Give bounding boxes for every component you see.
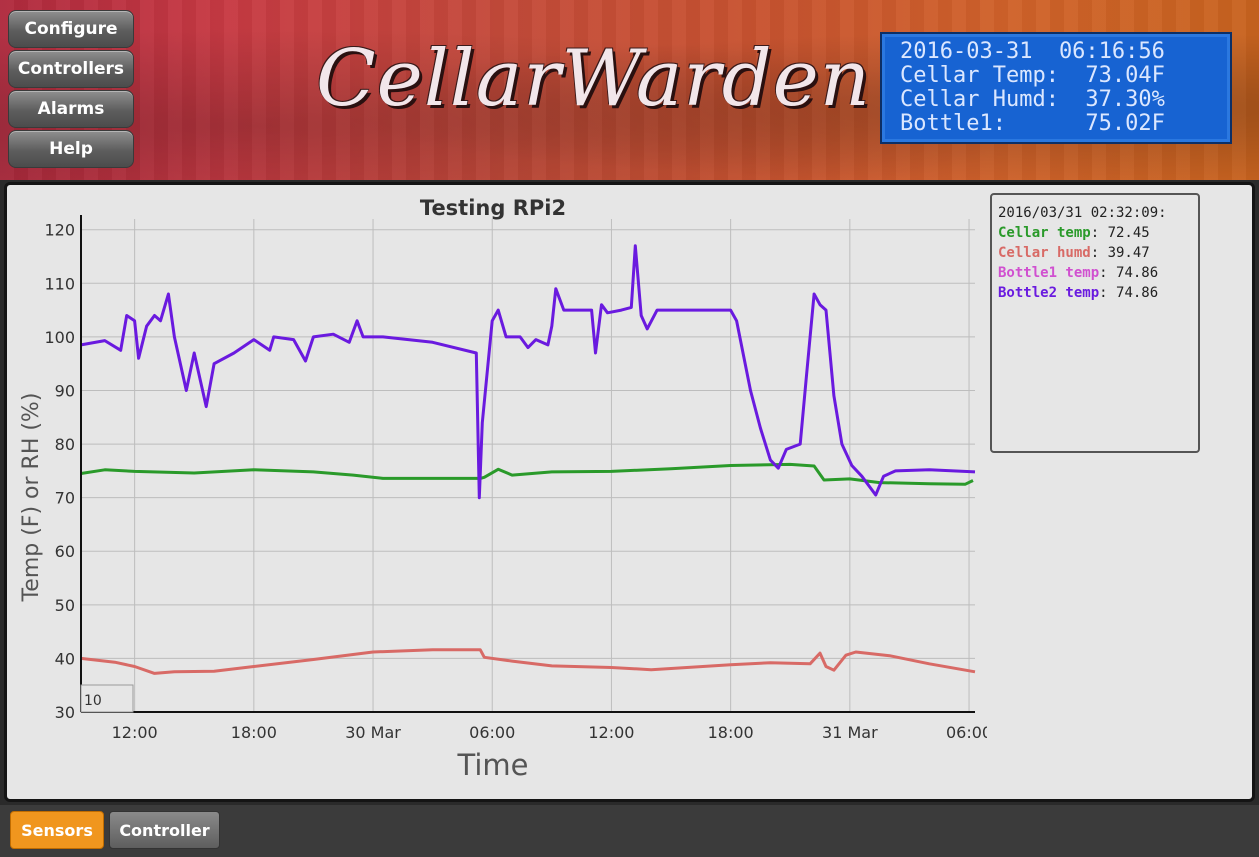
- y-tick-label: 60: [55, 542, 75, 561]
- alarms-button[interactable]: Alarms: [8, 90, 134, 128]
- legend-entry-bottle1-temp: Bottle1 temp: 74.86: [998, 265, 1159, 281]
- series-line-bottle2-temp: [80, 244, 976, 500]
- legend-value: 72.45: [1107, 225, 1150, 241]
- main-panel: Testing RPi2 30 40 50 60 70 80 90 100 110 120 12:0…: [4, 182, 1255, 802]
- chart-y-axis-label: Temp (F) or RH (%): [19, 393, 44, 603]
- x-tick-label: 31 Mar: [822, 723, 878, 742]
- chart-title: Testing RPi2: [420, 196, 566, 220]
- y-tick-label: 50: [55, 596, 75, 615]
- y-tick-label: 70: [55, 489, 75, 508]
- y-tick-label: 100: [44, 328, 75, 347]
- x-tick-label: 12:00: [112, 723, 158, 742]
- legend-entry-cellar-humd: Cellar humd: 39.47: [998, 245, 1150, 261]
- y-tick-label: 80: [55, 435, 75, 454]
- lcd-line-bottle1: Bottle1: 75.02F: [900, 111, 1165, 136]
- y-tick-label: 90: [55, 381, 75, 400]
- help-button[interactable]: Help: [8, 130, 134, 168]
- legend-label: Bottle1 temp: [998, 265, 1100, 281]
- x-tick-label: 18:00: [231, 723, 277, 742]
- chart-axes: 30 40 50 60 70 80 90 100 110 120 12:00 18:00 30 Mar 0…: [44, 215, 987, 742]
- legend-value: 74.86: [1116, 265, 1159, 281]
- lcd-line-datetime: 2016-03-31 06:16:56: [900, 39, 1165, 64]
- y-tick-label: 40: [55, 649, 75, 668]
- lcd-status-display: 2016-03-31 06:16:56 Cellar Temp: 73.04F Ce…: [880, 32, 1232, 144]
- x-tick-label: 12:00: [588, 723, 634, 742]
- x-tick-label: 18:00: [708, 723, 754, 742]
- app-header: Configure Controllers Alarms Help Cellar…: [0, 0, 1259, 180]
- x-tick-label: 06:00: [469, 723, 515, 742]
- legend-label: Cellar humd: [998, 245, 1091, 261]
- controllers-button[interactable]: Controllers: [8, 50, 134, 88]
- sensor-chart[interactable]: Testing RPi2 30 40 50 60 70 80 90 100 110 120 12:0…: [7, 185, 987, 799]
- x-tick-label: 06:00: [946, 723, 987, 742]
- y-tick-label: 120: [44, 221, 75, 240]
- y-tick-label: 110: [44, 274, 75, 293]
- range-selector-box[interactable]: [80, 684, 134, 713]
- app-logo: CellarWarden: [316, 34, 872, 124]
- legend-value: 39.47: [1107, 245, 1150, 261]
- legend-label: Cellar temp: [998, 225, 1091, 241]
- tab-sensors[interactable]: Sensors: [10, 811, 104, 849]
- range-selector-value[interactable]: 10: [84, 693, 102, 709]
- series-line-cellar-humd: [80, 648, 976, 675]
- y-tick-label: 30: [55, 703, 75, 722]
- legend-timestamp: 2016/03/31 02:32:09:: [998, 205, 1167, 221]
- lcd-line-cellar-humd: Cellar Humd: 37.30%: [900, 87, 1165, 112]
- lcd-line-cellar-temp: Cellar Temp: 73.04F: [900, 63, 1165, 88]
- configure-button[interactable]: Configure: [8, 10, 134, 48]
- chart-grid: [81, 219, 975, 713]
- chart-value-legend: 2016/03/31 02:32:09: Cellar temp: 72.45 …: [990, 193, 1200, 453]
- legend-value: 74.86: [1116, 285, 1159, 301]
- legend-entry-cellar-temp: Cellar temp: 72.45: [998, 225, 1150, 241]
- legend-label: Bottle2 temp: [998, 285, 1100, 301]
- legend-entry-bottle2-temp: Bottle2 temp: 74.86: [998, 285, 1159, 301]
- tab-controller[interactable]: Controller: [109, 811, 220, 849]
- series-line-cellar-temp: [80, 462, 974, 486]
- chart-x-axis-label: Time: [457, 748, 529, 782]
- x-tick-label: 30 Mar: [345, 723, 401, 742]
- footer-tab-bar: Sensors Controller: [0, 805, 1259, 857]
- chart-series: [80, 244, 976, 675]
